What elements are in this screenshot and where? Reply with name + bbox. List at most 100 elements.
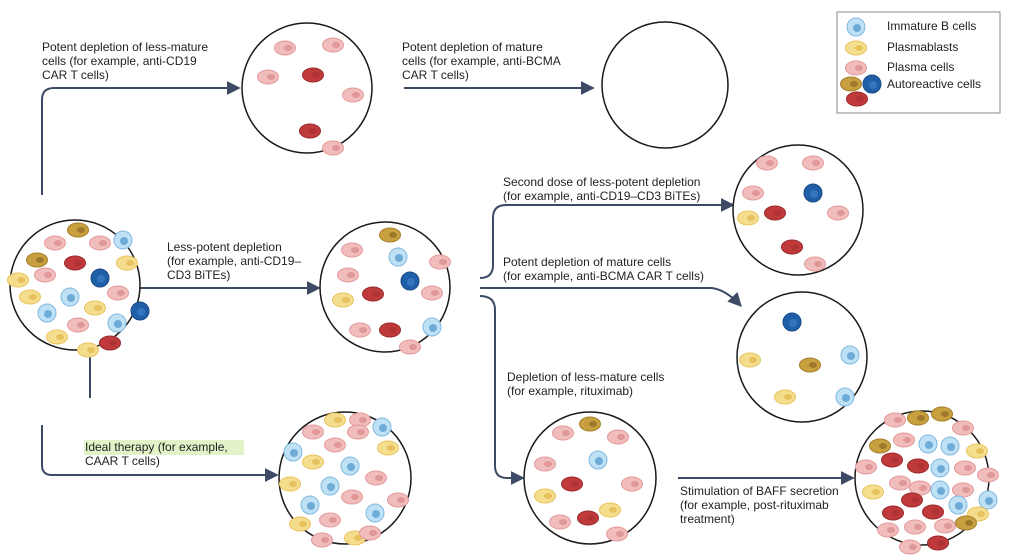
nucleus xyxy=(879,443,887,449)
nucleus xyxy=(917,415,925,421)
nucleus xyxy=(351,494,359,500)
nucleus xyxy=(747,215,755,221)
nucleus xyxy=(587,515,595,521)
nucleus xyxy=(962,425,970,431)
nucleus xyxy=(965,520,973,526)
nucleus xyxy=(327,483,335,491)
nucleus xyxy=(369,530,377,536)
nucleus xyxy=(329,517,337,523)
nucleus xyxy=(987,472,995,478)
nucleus xyxy=(937,540,945,546)
nucleus xyxy=(354,535,362,541)
nucleus xyxy=(903,437,911,443)
nucleus xyxy=(850,81,858,87)
nucleus xyxy=(631,481,639,487)
nucleus xyxy=(372,510,380,518)
nucleus xyxy=(284,45,292,51)
nucleus xyxy=(766,160,774,166)
nucleus xyxy=(544,493,552,499)
nucleus xyxy=(559,519,567,525)
legend-label: Plasma cells xyxy=(887,60,954,74)
legend-label: Immature B cells xyxy=(887,19,976,33)
nucleus xyxy=(847,352,855,360)
nucleus xyxy=(137,308,145,316)
nucleus xyxy=(99,240,107,246)
nucleus xyxy=(44,310,52,318)
nucleus xyxy=(120,237,128,245)
nucleus xyxy=(964,465,972,471)
nucleus xyxy=(334,442,342,448)
nucleus xyxy=(562,430,570,436)
nucleus xyxy=(917,463,925,469)
nucleus xyxy=(616,531,624,537)
nucleus xyxy=(941,411,949,417)
nucleus xyxy=(752,190,760,196)
nucleus xyxy=(842,394,850,402)
nucleus xyxy=(74,260,82,266)
nucleus xyxy=(359,327,367,333)
nucleus xyxy=(855,65,863,71)
nucleus xyxy=(899,480,907,486)
nucleus xyxy=(810,190,818,198)
nucleus xyxy=(289,481,297,487)
nucleus xyxy=(429,324,437,332)
annotation: Potent depletion of mature xyxy=(402,40,543,54)
nucleus xyxy=(17,277,25,283)
nucleus xyxy=(925,441,933,449)
arrow xyxy=(479,198,735,279)
nucleus xyxy=(962,487,970,493)
nucleus xyxy=(789,319,797,327)
nucleus xyxy=(357,429,365,435)
nucleus xyxy=(909,544,917,550)
nucleus xyxy=(409,344,417,350)
cells xyxy=(7,37,999,555)
nucleus xyxy=(372,291,380,297)
annotation: treatment) xyxy=(680,512,735,526)
cell-population xyxy=(241,22,373,154)
cell-population xyxy=(732,144,864,276)
nucleus xyxy=(774,210,782,216)
nucleus xyxy=(117,290,125,296)
legend: Immature B cells Plasmablasts Plasma cells… xyxy=(840,17,981,107)
nucleus xyxy=(347,463,355,471)
annotation: (for example, rituximab) xyxy=(507,384,633,398)
nucleus xyxy=(395,254,403,262)
annotation: (for example, anti-CD19–CD3 BiTEs) xyxy=(503,189,700,203)
annotation: CD3 BiTEs) xyxy=(167,268,230,282)
nucleus xyxy=(347,272,355,278)
nucleus xyxy=(94,305,102,311)
nucleus xyxy=(784,394,792,400)
nucleus xyxy=(299,521,307,527)
cell-population xyxy=(601,21,729,149)
nucleus xyxy=(307,502,315,510)
cell-population xyxy=(523,411,657,545)
nucleus xyxy=(595,457,603,465)
nucleus xyxy=(126,260,134,266)
nucleus xyxy=(379,424,387,432)
nucleus xyxy=(892,510,900,516)
nucleus xyxy=(937,465,945,473)
nucleus xyxy=(267,74,275,80)
arrows xyxy=(41,81,855,485)
nucleus xyxy=(853,24,861,32)
nucleus xyxy=(809,362,817,368)
arrow xyxy=(480,287,742,308)
nucleus xyxy=(54,240,62,246)
nucleus xyxy=(397,497,405,503)
nucleus xyxy=(321,537,329,543)
nucleus xyxy=(67,294,75,302)
annotation: Depletion of less-mature cells xyxy=(507,370,664,384)
nucleus xyxy=(914,524,922,530)
nucleus xyxy=(617,434,625,440)
nucleus xyxy=(887,527,895,533)
nucleus xyxy=(389,232,397,238)
nucleus xyxy=(955,502,963,510)
nucleus xyxy=(109,340,117,346)
nucleus xyxy=(944,523,952,529)
nucleus xyxy=(312,429,320,435)
nucleus xyxy=(911,497,919,503)
annotation: Stimulation of BAFF secretion xyxy=(680,484,839,498)
nucleus xyxy=(932,509,940,515)
nucleus xyxy=(36,257,44,263)
